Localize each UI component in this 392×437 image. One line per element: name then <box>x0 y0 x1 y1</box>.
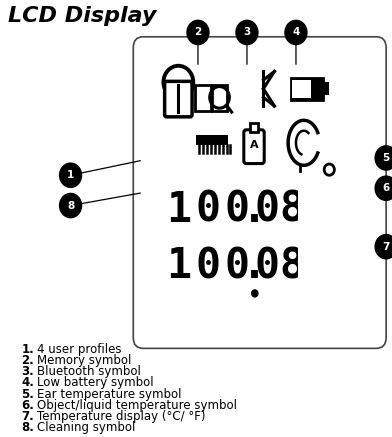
Circle shape <box>236 21 258 45</box>
FancyBboxPatch shape <box>212 85 227 111</box>
Text: Ear temperature symbol: Ear temperature symbol <box>37 388 182 401</box>
FancyBboxPatch shape <box>292 80 311 98</box>
Text: 4: 4 <box>292 28 299 38</box>
FancyBboxPatch shape <box>323 83 328 94</box>
Text: 7.: 7. <box>22 410 34 423</box>
Text: 2.: 2. <box>22 354 34 367</box>
Text: 0: 0 <box>225 189 250 231</box>
Text: 8: 8 <box>279 245 305 287</box>
Text: Cleaning symbol: Cleaning symbol <box>37 422 136 434</box>
FancyBboxPatch shape <box>133 37 386 348</box>
Text: 0: 0 <box>225 245 250 287</box>
FancyBboxPatch shape <box>196 135 228 145</box>
Text: .: . <box>242 245 267 287</box>
Circle shape <box>60 163 82 187</box>
Circle shape <box>252 290 258 297</box>
Text: 6.: 6. <box>22 399 34 412</box>
Text: 7: 7 <box>383 242 390 252</box>
Text: 2: 2 <box>194 28 201 38</box>
Circle shape <box>187 21 209 45</box>
FancyBboxPatch shape <box>195 85 211 111</box>
Text: 3.: 3. <box>22 365 34 378</box>
Circle shape <box>375 235 392 259</box>
Text: 0: 0 <box>254 245 279 287</box>
Text: 8.: 8. <box>22 422 34 434</box>
Text: 8: 8 <box>279 189 305 231</box>
Text: Bluetooth symbol: Bluetooth symbol <box>37 365 141 378</box>
Text: Low battery symbol: Low battery symbol <box>37 377 154 389</box>
Text: 0: 0 <box>254 189 279 231</box>
Text: .: . <box>242 189 267 231</box>
Circle shape <box>375 176 392 200</box>
Text: 1: 1 <box>67 170 74 180</box>
Text: 8: 8 <box>67 201 74 211</box>
Text: 1: 1 <box>166 245 191 287</box>
Text: Object/liquid temperature symbol: Object/liquid temperature symbol <box>37 399 237 412</box>
Circle shape <box>60 194 82 218</box>
FancyBboxPatch shape <box>244 130 264 163</box>
Text: 0: 0 <box>195 245 220 287</box>
Text: A: A <box>250 140 258 150</box>
Text: 0: 0 <box>195 189 220 231</box>
FancyBboxPatch shape <box>298 232 318 301</box>
Text: Temperature display (°C/ °F): Temperature display (°C/ °F) <box>37 410 206 423</box>
FancyBboxPatch shape <box>298 175 318 245</box>
Text: 4.: 4. <box>22 377 34 389</box>
Text: 5.: 5. <box>22 388 34 401</box>
Text: 4 user profiles: 4 user profiles <box>37 343 122 356</box>
Text: 1: 1 <box>166 189 191 231</box>
Text: LCD Display: LCD Display <box>8 7 156 27</box>
FancyBboxPatch shape <box>165 81 192 117</box>
Text: 6: 6 <box>383 183 390 193</box>
Circle shape <box>285 21 307 45</box>
Circle shape <box>375 146 392 170</box>
Text: 5: 5 <box>383 153 390 163</box>
Text: 1.: 1. <box>22 343 34 356</box>
Text: 3: 3 <box>243 28 250 38</box>
Text: Memory symbol: Memory symbol <box>37 354 132 367</box>
FancyBboxPatch shape <box>312 80 320 98</box>
FancyBboxPatch shape <box>291 78 323 100</box>
FancyBboxPatch shape <box>250 123 258 132</box>
